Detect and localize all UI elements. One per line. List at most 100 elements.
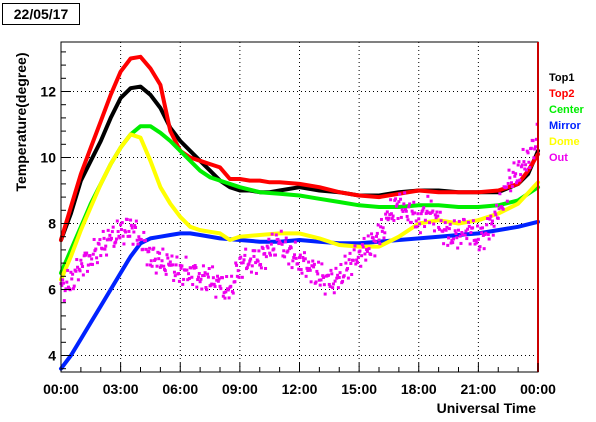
- out-point: [65, 280, 69, 284]
- out-point: [71, 287, 75, 291]
- out-point: [210, 282, 214, 286]
- out-point: [175, 255, 179, 259]
- out-point: [401, 209, 405, 213]
- out-point: [80, 262, 84, 266]
- out-point: [358, 249, 362, 253]
- out-point: [488, 217, 492, 221]
- out-point: [236, 269, 240, 273]
- out-point: [508, 176, 512, 180]
- out-point: [78, 269, 82, 273]
- out-point: [469, 231, 473, 235]
- out-point: [372, 239, 376, 243]
- out-point: [60, 283, 64, 287]
- out-point: [98, 238, 102, 242]
- out-point: [152, 246, 156, 250]
- out-point: [361, 245, 365, 249]
- out-point: [195, 285, 199, 289]
- out-point: [148, 246, 152, 250]
- out-point: [466, 220, 470, 224]
- out-point: [489, 214, 493, 218]
- out-point: [330, 272, 334, 276]
- out-point: [105, 238, 109, 242]
- out-point: [64, 287, 68, 291]
- out-point: [514, 181, 518, 185]
- out-point: [396, 216, 400, 220]
- out-point: [198, 280, 202, 284]
- out-point: [288, 247, 292, 251]
- out-point: [516, 163, 520, 167]
- out-point: [445, 225, 449, 229]
- out-point: [278, 241, 282, 245]
- out-point: [253, 249, 257, 253]
- out-point: [394, 204, 398, 208]
- legend-dome: Dome: [549, 136, 580, 148]
- out-point: [328, 284, 332, 288]
- out-point: [110, 236, 114, 240]
- out-point: [383, 231, 387, 235]
- out-point: [441, 229, 445, 233]
- out-point: [534, 145, 538, 149]
- out-point: [66, 268, 70, 272]
- out-point: [506, 181, 510, 185]
- out-point: [427, 211, 431, 215]
- out-point: [405, 214, 409, 218]
- out-point: [468, 242, 472, 246]
- out-point: [81, 265, 85, 269]
- out-point: [492, 224, 496, 228]
- out-point: [300, 271, 304, 275]
- out-point: [365, 249, 369, 253]
- out-point: [70, 277, 74, 281]
- out-point: [320, 262, 324, 266]
- out-point: [422, 206, 426, 210]
- out-point: [518, 178, 522, 182]
- out-point: [141, 247, 145, 251]
- out-point: [106, 228, 110, 232]
- out-point: [429, 199, 433, 203]
- out-point: [327, 282, 331, 286]
- out-point: [501, 207, 505, 211]
- out-point: [417, 217, 421, 221]
- out-point: [112, 244, 116, 248]
- out-point: [310, 264, 314, 268]
- out-point: [375, 231, 379, 235]
- out-point: [283, 255, 287, 259]
- out-point: [438, 210, 442, 214]
- out-point: [389, 212, 393, 216]
- out-point: [102, 236, 106, 240]
- out-point: [166, 256, 170, 260]
- out-point: [115, 219, 119, 223]
- out-point: [66, 285, 70, 289]
- out-point: [119, 228, 123, 232]
- out-point: [76, 278, 80, 282]
- out-point: [235, 263, 239, 267]
- out-point: [519, 165, 523, 169]
- out-point: [318, 283, 322, 287]
- out-point: [264, 266, 268, 270]
- out-point: [86, 269, 89, 273]
- out-point: [481, 226, 485, 230]
- out-point: [304, 274, 308, 278]
- out-point: [76, 265, 80, 269]
- x-tick-label: 12:00: [282, 381, 318, 397]
- out-point: [158, 265, 162, 269]
- out-point: [234, 261, 238, 265]
- out-point: [390, 217, 394, 221]
- out-point: [278, 239, 282, 243]
- out-point: [432, 229, 436, 233]
- out-point: [167, 263, 171, 267]
- x-tick-label: 21:00: [460, 381, 496, 397]
- out-point: [211, 276, 215, 280]
- out-point: [69, 270, 73, 274]
- out-point: [316, 272, 320, 276]
- out-point: [393, 198, 397, 202]
- out-point: [381, 226, 385, 230]
- out-point: [354, 262, 358, 266]
- out-point: [222, 291, 226, 295]
- out-point: [510, 185, 514, 189]
- out-point: [143, 239, 147, 243]
- out-point: [172, 278, 176, 282]
- out-point: [266, 246, 270, 250]
- out-point: [154, 271, 158, 275]
- out-point: [179, 266, 183, 270]
- out-point: [346, 267, 350, 271]
